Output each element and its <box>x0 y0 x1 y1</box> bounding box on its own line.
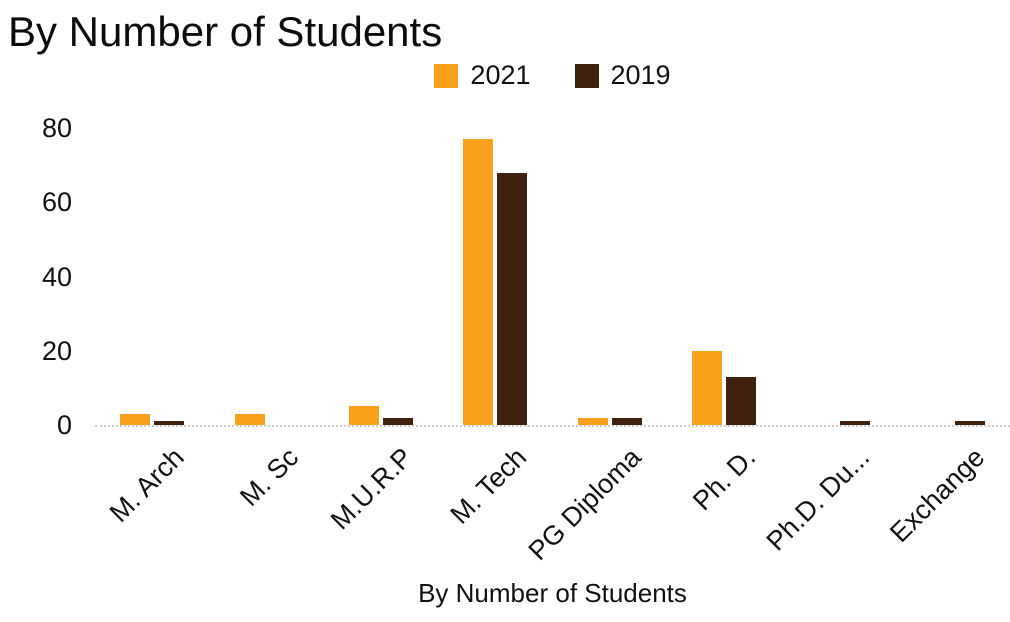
plot-area <box>95 128 1010 427</box>
bar-2019-ph-d-du[interactable] <box>840 421 871 425</box>
y-axis: 0 20 40 60 80 <box>0 0 72 622</box>
legend-item-2019[interactable]: 2019 <box>574 60 671 91</box>
x-axis-label-m-sc: M. Sc <box>233 442 304 513</box>
legend-label: 2019 <box>610 60 671 90</box>
y-axis-tick-label: 0 <box>56 410 72 440</box>
y-axis-tick-label: 60 <box>41 187 72 218</box>
y-axis-tick-label: 20 <box>41 335 72 366</box>
x-axis-label-exchange: Exchange <box>883 442 991 549</box>
bar-group-m-u-r-p <box>324 128 438 425</box>
bar-2021-m-sc[interactable] <box>234 413 265 425</box>
bar-2019-ph-d[interactable] <box>726 376 757 425</box>
bar-2021-m-arch[interactable] <box>120 413 151 425</box>
bar-group-m-arch <box>95 128 209 425</box>
legend-swatch-icon <box>574 63 599 88</box>
chart-title: By Number of Students <box>8 8 443 55</box>
x-axis-label-m-u-r-p: M.U.R.P <box>324 442 419 536</box>
legend-item-2021[interactable]: 2021 <box>434 60 531 91</box>
bar-2019-pg-diploma[interactable] <box>611 417 642 425</box>
bar-group-pg-diploma <box>553 128 667 425</box>
legend-label: 2021 <box>470 60 531 90</box>
bar-group-exchange <box>896 128 1010 425</box>
bar-2021-ph-d[interactable] <box>692 350 723 425</box>
x-axis-label-m-tech: M. Tech <box>444 442 533 530</box>
legend-swatch-icon <box>434 63 459 88</box>
bar-2021-m-tech[interactable] <box>463 139 494 425</box>
bar-group-m-sc <box>209 128 323 425</box>
bar-group-m-tech <box>438 128 552 425</box>
bar-2019-m-u-r-p[interactable] <box>382 417 413 425</box>
bar-2019-exchange[interactable] <box>954 421 985 425</box>
legend: 2021 2019 <box>95 60 1010 91</box>
bar-group-ph-d <box>667 128 781 425</box>
bar-2021-pg-diploma[interactable] <box>577 417 608 425</box>
y-axis-tick-label: 80 <box>41 113 72 143</box>
bar-2021-m-u-r-p[interactable] <box>348 406 379 425</box>
x-axis-label-ph-d-du: Ph.D. Du... <box>761 442 876 557</box>
bar-group-ph-d-du <box>781 128 895 425</box>
x-axis-title: By Number of Students <box>418 578 687 608</box>
x-axis-label-ph-d: Ph. D. <box>687 442 762 517</box>
x-axis-label-m-arch: M. Arch <box>103 442 190 528</box>
x-axis-label-pg-diploma: PG Diploma <box>522 442 647 567</box>
bar-2019-m-tech[interactable] <box>497 172 528 425</box>
bar-2019-m-arch[interactable] <box>154 421 185 425</box>
y-axis-tick-label: 40 <box>41 261 72 292</box>
